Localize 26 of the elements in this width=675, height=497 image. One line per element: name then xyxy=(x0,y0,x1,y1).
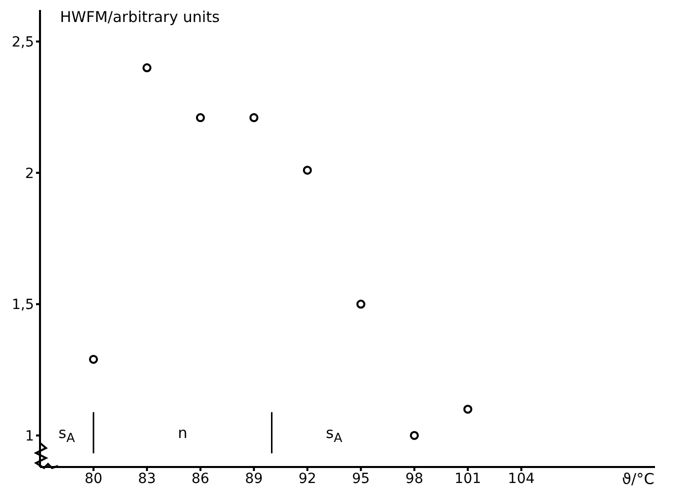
x-tick-label: 101 xyxy=(454,470,482,487)
point xyxy=(302,166,312,175)
point xyxy=(356,300,366,309)
y-tick-label: 1 xyxy=(25,428,34,444)
y-tick-label: 2 xyxy=(25,166,34,182)
annotation: s$_{A}$ xyxy=(324,424,344,445)
x-tick-label: 98 xyxy=(405,470,424,487)
x-tick-label: 86 xyxy=(192,470,210,487)
x-tick-label: 104 xyxy=(508,470,535,487)
point xyxy=(142,63,152,72)
x-tick-label: 95 xyxy=(352,470,370,487)
point xyxy=(249,113,258,122)
y-tick-label: 2,5 xyxy=(12,34,34,50)
point xyxy=(88,354,98,364)
x-tick-label: 80 xyxy=(84,470,102,487)
point xyxy=(463,404,472,414)
y-axis-title: HWFM/arbitrary units xyxy=(60,8,220,26)
x-axis-title: ϑ/°C xyxy=(622,470,654,488)
x-tick-label: 89 xyxy=(245,470,263,487)
annotation: n xyxy=(176,424,188,442)
point xyxy=(196,113,205,122)
x-tick-label: 83 xyxy=(138,470,156,487)
x-tick-label: 92 xyxy=(298,470,316,487)
annotation: s$_{A}$ xyxy=(58,424,76,445)
y-tick-label: 1,5 xyxy=(12,297,34,314)
point xyxy=(410,430,419,440)
